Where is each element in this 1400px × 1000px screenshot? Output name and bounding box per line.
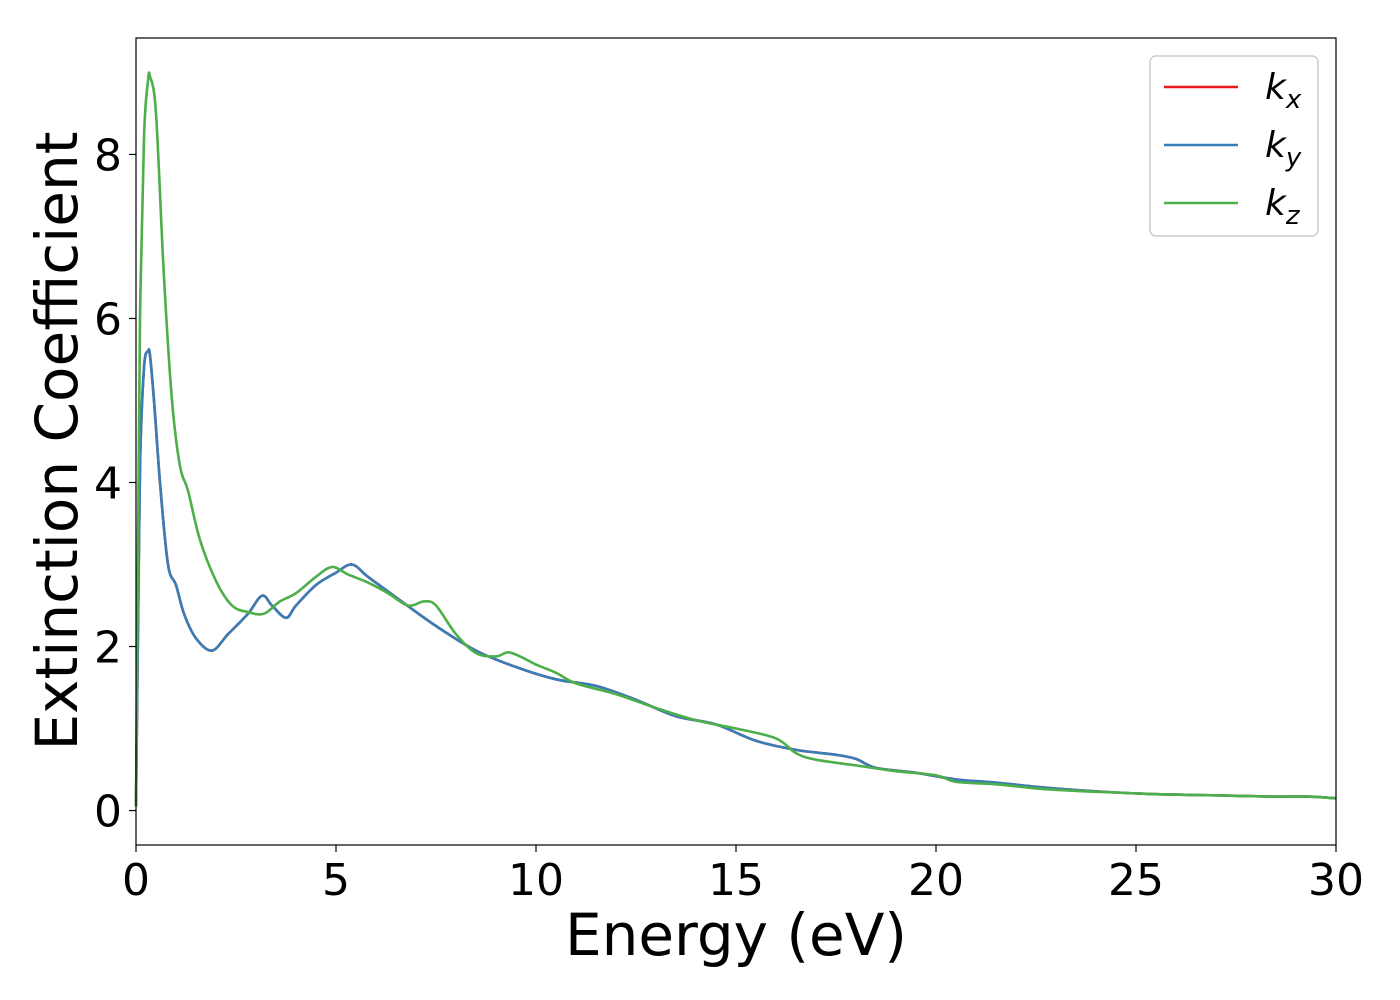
y-axis: 0 2 4 6 8 xyxy=(94,130,136,838)
y-axis-label: Extinction Coefficient xyxy=(23,132,91,751)
x-tick-label: 25 xyxy=(1108,855,1164,906)
y-tick-label: 4 xyxy=(94,459,122,510)
y-tick-label: 8 xyxy=(94,130,122,181)
series-line-kz xyxy=(134,71,1337,807)
x-tick-label: 20 xyxy=(908,855,964,906)
series-layer xyxy=(134,71,1337,807)
y-tick-label: 0 xyxy=(94,787,122,838)
y-tick-label: 2 xyxy=(94,623,122,674)
x-tick-label: 15 xyxy=(708,855,764,906)
x-tick-label: 5 xyxy=(322,855,350,906)
x-axis: 0 5 10 15 20 25 30 xyxy=(122,845,1364,906)
y-tick-label: 6 xyxy=(94,294,122,345)
x-tick-label: 10 xyxy=(508,855,564,906)
x-tick-label: 30 xyxy=(1308,855,1364,906)
x-tick-label: 0 xyxy=(122,855,150,906)
plot-area xyxy=(136,38,1336,845)
x-axis-label: Energy (eV) xyxy=(565,901,907,969)
